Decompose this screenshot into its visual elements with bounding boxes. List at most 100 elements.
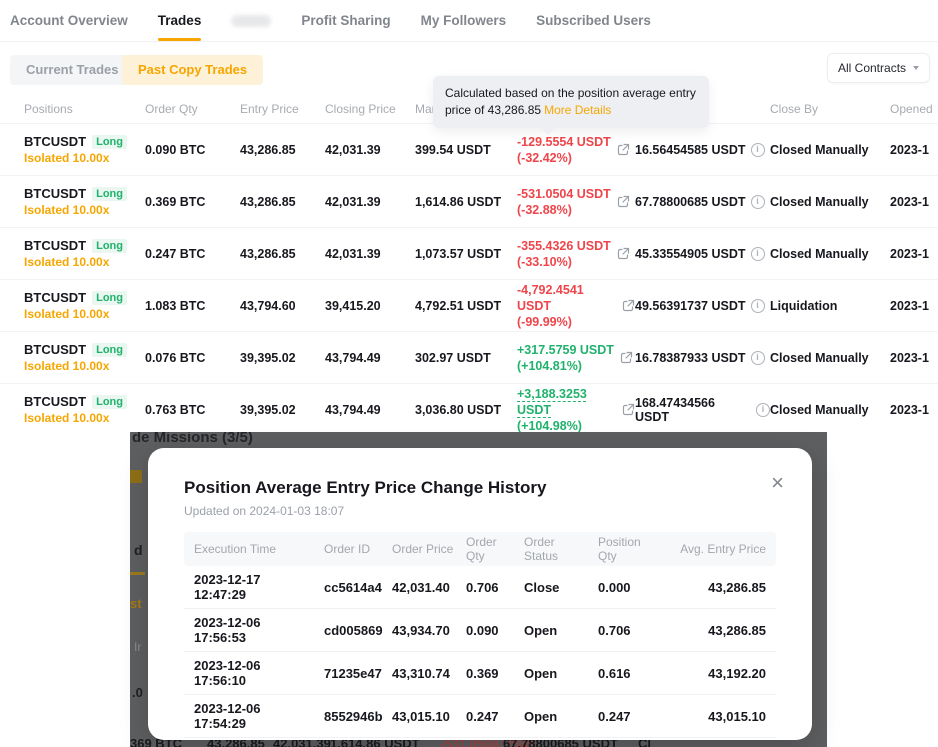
tab-trades[interactable]: Trades	[157, 0, 201, 41]
order-qty-cell: 0.247 BTC	[145, 246, 206, 261]
close-icon[interactable]: ×	[771, 470, 784, 495]
bg-fragment-gold-block	[130, 470, 142, 483]
income-cell: 67.78800685 USDT i	[635, 194, 770, 209]
pnl-amount: -355.4326 USDT	[517, 238, 611, 253]
external-link-icon[interactable]	[617, 247, 630, 260]
external-link-icon[interactable]	[622, 299, 635, 312]
position-cell: BTCUSDT Long Isolated 10.00x	[24, 342, 145, 373]
symbol-label: BTCUSDT	[24, 290, 87, 305]
order-price-cell: 42,031.40	[392, 579, 450, 595]
entry-price-cell: 43,286.85	[240, 194, 296, 209]
external-link-icon[interactable]	[620, 351, 633, 364]
position-line: BTCUSDT Long	[24, 238, 145, 253]
info-icon[interactable]: i	[750, 298, 765, 313]
tab-account-overview[interactable]: Account Overview	[10, 13, 128, 28]
bg-fragment-missions: de Missions (3/5)	[132, 432, 253, 446]
mcol-order-status: Order Status	[524, 535, 559, 563]
tab-my-followers[interactable]: My Followers	[420, 13, 507, 28]
order-qty-cell: 0.369 BTC	[145, 194, 206, 209]
income-cell: 168.47434566 USDT i	[635, 396, 770, 424]
top-nav: Account Overview Trades Profit Sharing M…	[0, 0, 938, 42]
order-id-cell: 8552946b	[324, 708, 383, 724]
pnl-value: -531.0504 USDT (-32.88%)	[517, 186, 611, 218]
external-link-icon[interactable]	[617, 143, 630, 156]
col-order-qty: Order Qty	[145, 102, 198, 116]
pnl-value: +3,188.3253 USDT (+104.98%)	[517, 386, 616, 434]
pnl-amount: +3,188.3253 USDT	[517, 386, 587, 417]
leverage-label: Isolated 10.00x	[24, 411, 110, 425]
margin-cell: 1,073.57 USDT	[415, 246, 502, 261]
opened-cell: 2023-1	[890, 402, 929, 417]
more-details-link[interactable]: More Details	[544, 103, 612, 117]
side-badge: Long	[92, 186, 127, 201]
order-qty-cell: 0.090 BTC	[145, 142, 206, 157]
info-icon[interactable]: i	[756, 402, 770, 417]
chevron-down-icon	[913, 66, 920, 70]
leverage-label: Isolated 10.00x	[24, 151, 110, 165]
close-by-cell: Closed Manually	[770, 194, 869, 209]
past-copy-trades-button[interactable]: Past Copy Trades	[122, 55, 264, 85]
position-cell: BTCUSDT Long Isolated 10.00x	[24, 186, 145, 217]
income-value: 67.78800685 USDT	[635, 194, 746, 209]
current-trades-button[interactable]: Current Trades	[10, 55, 135, 85]
position-qty-cell: 0.247	[598, 708, 631, 724]
past-trades-table: Positions Order Qty Entry Price Closing …	[0, 95, 938, 435]
mcol-order-qty: Order Qty	[466, 535, 497, 563]
position-qty-cell: 0.000	[598, 579, 631, 595]
opened-cell: 2023-1	[890, 298, 929, 313]
symbol-label: BTCUSDT	[24, 186, 87, 201]
pnl-percent: (+104.98%)	[517, 418, 582, 433]
closing-price-cell: 39,415.20	[325, 298, 381, 313]
bg-cell: Cl	[638, 736, 651, 747]
entry-price-cell: 43,794.60	[240, 298, 296, 313]
order-status-cell: Open	[524, 665, 558, 681]
tab-subscribed-users[interactable]: Subscribed Users	[536, 13, 651, 28]
external-link-icon[interactable]	[617, 195, 630, 208]
info-icon[interactable]: i	[750, 194, 765, 209]
info-icon[interactable]: i	[750, 142, 765, 157]
pnl-amount: -129.5554 USDT	[517, 134, 611, 149]
modal-table-header: Execution Time Order ID Order Price Orde…	[184, 532, 776, 566]
tooltip-text: Calculated based on the position average…	[445, 86, 696, 117]
position-line: BTCUSDT Long	[24, 134, 145, 149]
position-line: BTCUSDT Long	[24, 394, 145, 409]
table-row: BTCUSDT Long Isolated 10.00x 0.763 BTC 39,39…	[0, 383, 938, 435]
mcol-order-price: Order Price	[392, 542, 454, 556]
pnl-value: -4,792.4541 USDT (-99.99%)	[517, 282, 616, 330]
order-status-cell: Open	[524, 708, 558, 724]
leverage-label: Isolated 10.00x	[24, 255, 110, 269]
margin-cell: 1,614.86 USDT	[415, 194, 502, 209]
position-cell: BTCUSDT Long Isolated 10.00x	[24, 394, 145, 425]
close-by-cell: Closed Manually	[770, 350, 869, 365]
order-price-cell: 43,310.74	[392, 665, 450, 681]
pnl-cell: -531.0504 USDT (-32.88%)	[517, 186, 635, 218]
modal-table-row: 2023-12-06 17:54:29 8552946b 43,015.10 0.24…	[184, 695, 776, 738]
tab-profit-sharing[interactable]: Profit Sharing	[301, 13, 391, 28]
income-cell: 16.78387933 USDT i	[635, 350, 770, 365]
col-opened: Opened	[890, 102, 933, 116]
position-qty-cell: 0.616	[598, 665, 631, 681]
order-id-cell: cd005869	[324, 622, 383, 638]
external-link-icon[interactable]	[622, 403, 635, 416]
info-icon[interactable]: i	[750, 350, 765, 365]
avg-entry-price-cell: 43,286.85	[708, 622, 766, 638]
pnl-cell: +317.5759 USDT (+104.81%)	[517, 342, 635, 374]
order-id-cell: cc5614a4	[324, 579, 382, 595]
table-row: BTCUSDT Long Isolated 10.00x 0.076 BTC 39,39…	[0, 331, 938, 383]
bg-cell: 67.78800685 USDT	[503, 736, 618, 747]
contracts-dropdown[interactable]: All Contracts	[827, 53, 931, 83]
opened-cell: 2023-1	[890, 142, 929, 157]
table-row: BTCUSDT Long Isolated 10.00x 0.369 BTC 43,28…	[0, 175, 938, 227]
contracts-dropdown-label: All Contracts	[838, 61, 907, 75]
info-icon[interactable]: i	[750, 246, 765, 261]
side-badge: Long	[92, 342, 127, 357]
avg-entry-price-cell: 43,192.20	[708, 665, 766, 681]
pnl-amount: +317.5759 USDT	[517, 342, 614, 357]
mcol-avg-entry-price: Avg. Entry Price	[680, 542, 766, 556]
leverage-label: Isolated 10.00x	[24, 359, 110, 373]
pnl-amount: -4,792.4541 USDT	[517, 282, 584, 313]
leverage-label: Isolated 10.00x	[24, 307, 110, 321]
opened-cell: 2023-1	[890, 350, 929, 365]
margin-cell: 3,036.80 USDT	[415, 402, 502, 417]
table-row: BTCUSDT Long Isolated 10.00x 0.247 BTC 43,28…	[0, 227, 938, 279]
